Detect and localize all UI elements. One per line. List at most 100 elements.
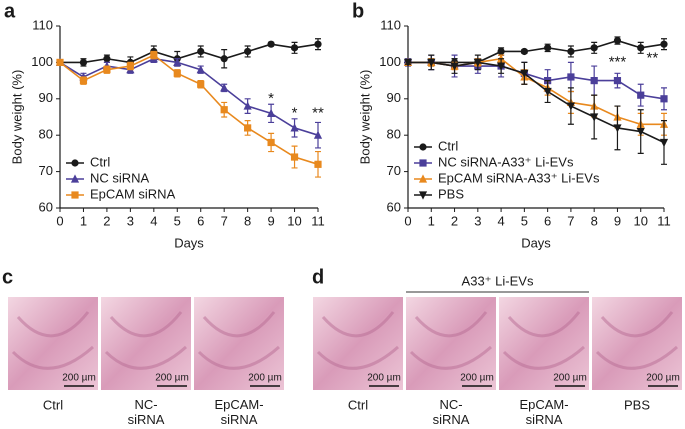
- annotation: *: [292, 104, 298, 121]
- data-point: [497, 47, 505, 56]
- data-point: [196, 65, 205, 74]
- data-point: [660, 95, 668, 103]
- y-tick-label: 110: [32, 17, 53, 32]
- panel-label: b: [352, 0, 364, 22]
- tissue-texture: [197, 311, 280, 370]
- data-point: [220, 83, 229, 92]
- scale-bar-label: 200 µm: [553, 373, 587, 384]
- y-tick-label: 110: [380, 17, 401, 32]
- x-tick-label: 9: [614, 213, 621, 228]
- x-tick-label: 7: [221, 213, 228, 228]
- image-caption: EpCAM-siRNA: [519, 397, 568, 427]
- series-line: [60, 43, 319, 64]
- scale-bar-label: 200 µm: [155, 373, 189, 384]
- legend-label: EpCAM siRNA: [90, 186, 176, 201]
- data-point: [103, 66, 111, 74]
- x-tick-label: 10: [633, 213, 647, 228]
- y-tick-label: 70: [39, 163, 53, 178]
- histology-image: [592, 297, 682, 390]
- data-point: [613, 77, 622, 85]
- histology-image: [8, 297, 98, 390]
- x-tick-label: 1: [428, 213, 435, 228]
- annotation: **: [312, 104, 324, 121]
- image-caption: Ctrl: [43, 397, 63, 412]
- image-caption: Ctrl: [348, 397, 368, 412]
- y-tick-label: 80: [387, 127, 401, 142]
- scale-bar-label: 200 µm: [367, 373, 401, 384]
- data-point: [450, 62, 459, 71]
- legend-marker: [418, 191, 428, 200]
- tissue-texture: [11, 311, 94, 370]
- data-point: [473, 58, 482, 67]
- data-point: [636, 127, 645, 137]
- data-point: [590, 77, 598, 85]
- data-point: [266, 108, 276, 117]
- data-point: [520, 47, 528, 56]
- data-point: [244, 124, 252, 132]
- group-label: A33⁺ Li-EVs: [462, 273, 534, 288]
- data-point: [173, 57, 182, 66]
- y-tick-label: 60: [39, 199, 53, 214]
- data-point: [427, 58, 436, 67]
- tissue-texture: [502, 311, 585, 370]
- data-point: [613, 124, 622, 133]
- data-point: [566, 102, 576, 111]
- series-line: [408, 39, 665, 64]
- data-point: [290, 153, 299, 161]
- image-caption: PBS: [624, 397, 650, 412]
- x-axis-label: Days: [521, 235, 551, 250]
- x-tick-label: 5: [521, 213, 528, 228]
- scale-bar-label: 200 µm: [248, 373, 282, 384]
- data-point: [544, 44, 552, 52]
- data-point: [79, 58, 88, 66]
- legend-label: Ctrl: [438, 138, 458, 153]
- data-point: [637, 91, 645, 99]
- data-point: [543, 87, 552, 97]
- histology-image: [194, 297, 284, 390]
- legend-marker: [418, 174, 428, 183]
- y-tick-label: 60: [387, 199, 401, 214]
- data-point: [403, 58, 413, 67]
- data-point: [659, 138, 669, 148]
- y-tick-label: 90: [387, 90, 401, 105]
- data-point: [220, 55, 228, 63]
- tissue-texture: [104, 311, 187, 370]
- legend-label: NC siRNA: [90, 170, 150, 185]
- data-point: [567, 47, 575, 56]
- data-point: [290, 44, 299, 52]
- data-point: [267, 138, 275, 147]
- data-point: [173, 69, 181, 77]
- x-tick-label: 8: [591, 213, 598, 228]
- x-tick-label: 11: [657, 213, 671, 228]
- x-tick-label: 10: [287, 213, 301, 228]
- histology-image: [313, 297, 403, 390]
- x-tick-label: 1: [80, 213, 87, 228]
- y-tick-label: 70: [387, 163, 401, 178]
- data-point: [520, 69, 529, 78]
- data-point: [567, 73, 575, 81]
- y-tick-label: 80: [39, 127, 53, 142]
- y-axis-label: Body weight (%): [357, 70, 372, 165]
- data-point: [613, 36, 622, 45]
- scale-bar-label: 200 µm: [460, 373, 494, 384]
- data-point: [290, 123, 299, 132]
- y-axis-label: Body weight (%): [9, 70, 24, 165]
- annotation: **: [647, 50, 659, 67]
- x-tick-label: 8: [244, 213, 251, 228]
- series-line: [408, 61, 665, 144]
- x-tick-label: 0: [56, 213, 63, 228]
- data-point: [590, 44, 598, 52]
- panel-label: c: [2, 266, 13, 288]
- panel-label: d: [312, 266, 324, 288]
- legend-label: EpCAM siRNA-A33⁺ Li-EVs: [438, 170, 600, 185]
- tissue-texture: [409, 311, 492, 370]
- data-point: [220, 106, 228, 114]
- data-point: [314, 160, 322, 168]
- tissue-texture: [595, 311, 678, 370]
- data-point: [244, 47, 252, 56]
- series-line: [59, 57, 319, 136]
- scale-bar-label: 200 µm: [646, 373, 680, 384]
- annotation: *: [268, 90, 274, 107]
